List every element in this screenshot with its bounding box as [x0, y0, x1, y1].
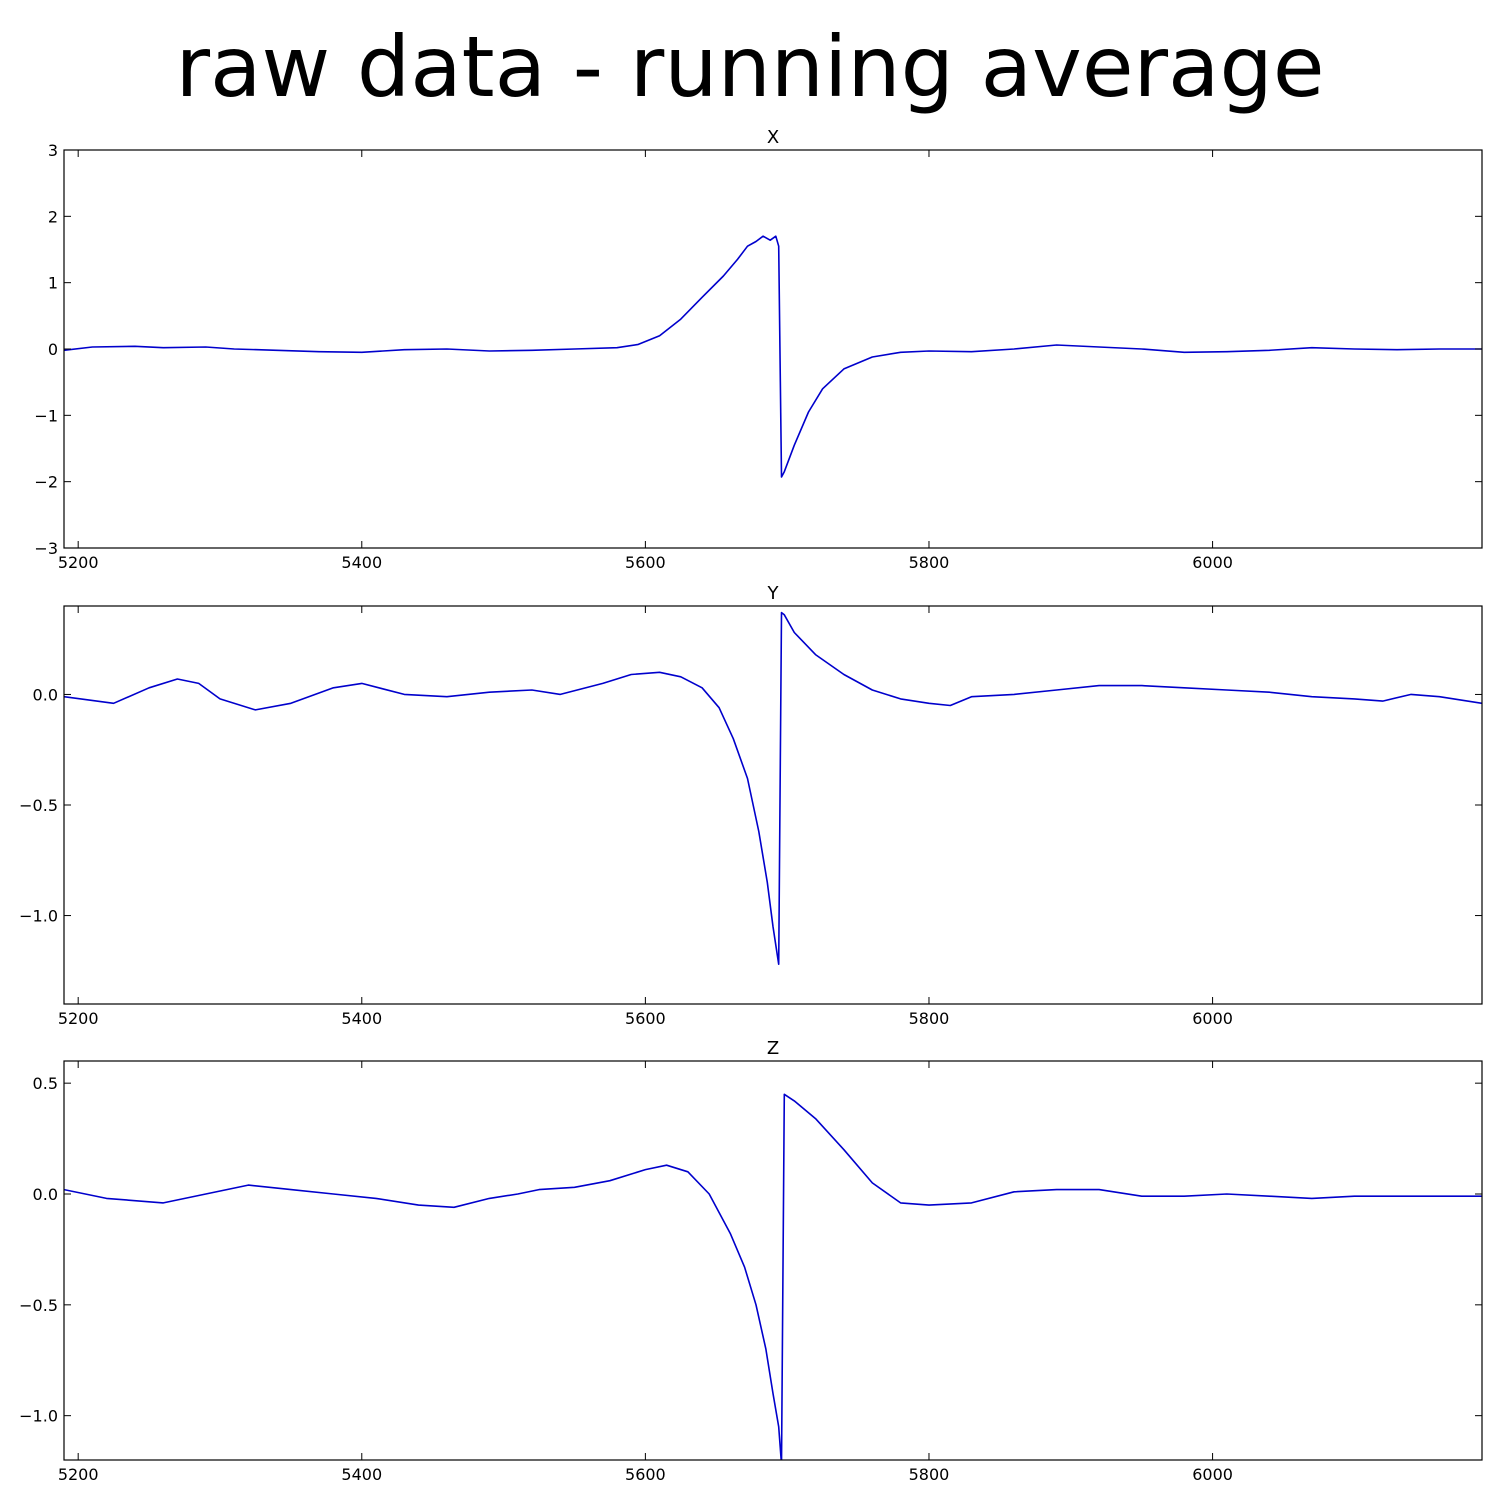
- y-tick-label-z: 0.0: [33, 1185, 58, 1204]
- x-tick-label-x: 5600: [625, 553, 666, 572]
- x-tick-label-y: 5600: [625, 1009, 666, 1028]
- y-tick-label-x: 1: [48, 274, 58, 293]
- y-tick-label-x: 3: [48, 141, 58, 160]
- x-tick-label-x: 5400: [341, 553, 382, 572]
- series-line-x: [64, 235, 1482, 478]
- plot-frame-x: [63, 149, 1483, 549]
- y-tick-label-y: −1.0: [19, 907, 58, 926]
- x-tick-label-z: 5600: [625, 1465, 666, 1484]
- x-tick-label-y: 6000: [1192, 1009, 1233, 1028]
- y-tick-label-x: −1: [34, 406, 58, 425]
- subplot-title-y: Y: [767, 583, 780, 604]
- subplot-title-x: X: [767, 127, 779, 148]
- plot-frame-y: [63, 605, 1483, 1005]
- x-tick-label-z: 5800: [909, 1465, 950, 1484]
- x-tick-label-z: 5200: [58, 1465, 99, 1484]
- y-tick-label-x: −3: [34, 539, 58, 558]
- y-tick-label-y: 0.0: [33, 685, 58, 704]
- x-tick-label-y: 5400: [341, 1009, 382, 1028]
- y-tick-label-z: −1.0: [19, 1407, 58, 1426]
- x-tick-label-z: 6000: [1192, 1465, 1233, 1484]
- subplot-z: Z 5200 5400 5600 5800 6000 0.5 0.0 −0.5 −1.0: [19, 1038, 1483, 1484]
- y-tick-label-x: 2: [48, 207, 58, 226]
- subplot-y: Y 5200 5400 5600 5800 6000 0.0 −0.5 −1.0: [19, 583, 1483, 1028]
- subplots: X 5200 5400 5600 5800 6000 3 2 1 0 −1 −2 −3 Y 5200 5400…: [19, 127, 1483, 1484]
- x-tick-label-y: 5800: [909, 1009, 950, 1028]
- y-tick-label-x: −2: [34, 473, 58, 492]
- subplot-x: X 5200 5400 5600 5800 6000 3 2 1 0 −1 −2 −3: [34, 127, 1483, 572]
- x-tick-label-x: 5800: [909, 553, 950, 572]
- series-line-y: [64, 611, 1482, 965]
- x-tick-label-x: 6000: [1192, 553, 1233, 572]
- plot-frame-z: [63, 1060, 1483, 1461]
- x-tick-label-z: 5400: [341, 1465, 382, 1484]
- y-tick-label-x: 0: [48, 340, 58, 359]
- figure-title: raw data - running average: [175, 18, 1324, 116]
- x-tick-label-x: 5200: [58, 553, 99, 572]
- y-tick-label-z: 0.5: [33, 1074, 58, 1093]
- x-tick-label-y: 5200: [58, 1009, 99, 1028]
- y-tick-label-z: −0.5: [19, 1296, 58, 1315]
- series-line-z: [64, 1093, 1482, 1460]
- y-tick-label-y: −0.5: [19, 796, 58, 815]
- subplot-title-z: Z: [767, 1038, 779, 1059]
